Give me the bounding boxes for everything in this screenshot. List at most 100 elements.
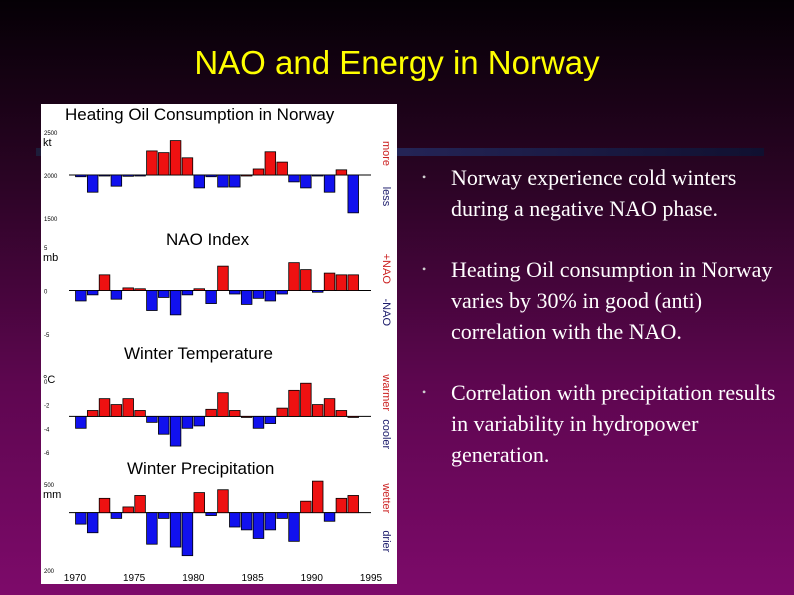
data-bar [181,512,194,557]
data-bar [86,410,99,417]
data-bar [264,416,277,424]
data-bar [229,174,241,188]
data-bar [288,174,300,183]
data-bar [134,174,146,177]
panel-title: Winter Temperature [124,344,273,363]
y-tick-label: -5 [44,333,50,339]
data-bar [335,410,348,417]
data-bar [146,416,158,423]
data-bar [264,151,277,176]
side-label-bottom: less [380,187,392,207]
data-bar [169,140,182,176]
data-bar [347,174,359,214]
data-bar [217,174,229,188]
chart-figure: Heating Oil Consumption in Norway kt 2500 2… [41,104,397,584]
data-bar [229,290,241,295]
bullet-dot-icon: • [422,170,427,184]
data-bar [158,416,170,435]
data-bar [110,404,123,417]
side-label-top: +NAO [380,254,392,285]
data-bar [134,288,146,291]
bullet-text: Correlation with precipitation results i… [451,380,776,467]
data-bar [205,290,217,304]
data-bar [217,265,229,291]
data-bar [134,495,146,514]
data-bar [335,169,348,176]
data-bar [252,512,265,539]
x-tick-label: 1980 [182,573,205,584]
data-bar [276,512,288,519]
data-bar [86,174,99,193]
data-bar [335,274,348,291]
bullet-item: • Correlation with precipitation results… [420,377,780,470]
x-tick-label: 1995 [360,573,383,584]
data-bar [264,290,277,302]
data-bar [323,272,336,291]
data-bar [300,382,312,417]
data-bar [217,392,229,417]
side-label-bottom: drier [380,530,392,552]
bullet-item: • Heating Oil consumption in Norway vari… [420,254,780,347]
data-bar [252,290,265,299]
slide-title: NAO and Energy in Norway [194,44,600,81]
data-bar [146,512,158,545]
data-bar [240,290,253,305]
data-bar [86,290,99,296]
data-bar [205,408,217,417]
unit-label: mm [43,489,61,501]
data-bar [122,174,134,177]
data-bar [75,416,87,429]
data-bar [264,512,277,531]
data-bar [158,152,170,176]
data-bar [205,174,217,178]
data-bar [169,416,182,447]
data-bar [252,168,265,176]
y-tick-label: -2 [44,404,50,410]
side-label-bottom: -NAO [380,299,392,327]
data-bar [288,389,300,417]
data-bar [229,512,241,528]
data-bar [86,512,99,534]
y-tick-label: 0 [44,380,48,386]
y-tick-label: 2500 [44,131,58,137]
x-tick-label: 1975 [123,573,146,584]
data-bar [158,512,170,519]
data-bar [276,161,288,176]
data-bar [240,416,253,418]
bullet-dot-icon: • [422,262,427,276]
panel-title: Heating Oil Consumption in Norway [65,105,335,124]
data-bar [169,290,182,316]
data-bar [181,157,194,176]
data-bar [110,174,123,187]
data-bar [193,288,205,291]
data-bar [146,290,158,311]
bullet-dot-icon: • [422,385,427,399]
bullet-text: Heating Oil consumption in Norway varies… [451,257,773,344]
data-bar [181,416,194,429]
data-bar [110,512,123,519]
y-tick-label: 0 [44,290,48,296]
data-bar [205,512,217,516]
data-bar [169,512,182,548]
data-bar [193,174,205,189]
data-bar [98,398,111,417]
unit-label: mb [43,252,58,264]
data-bar [122,398,134,417]
data-bar [240,174,253,177]
divider-rule [36,148,764,156]
bullet-list: • Norway experience cold winters during … [420,162,780,500]
data-bar [75,174,87,178]
y-tick-label: 200 [44,569,55,575]
data-bar [312,174,324,177]
data-bar [276,290,288,295]
data-bar [312,404,324,417]
data-bar [229,410,241,417]
data-bar [193,416,205,427]
data-bar [323,512,336,522]
panel-title: Winter Precipitation [127,459,274,478]
data-bar [300,269,312,291]
data-bar [75,512,87,525]
bullet-item: • Norway experience cold winters during … [420,162,780,224]
data-bar [75,290,87,302]
